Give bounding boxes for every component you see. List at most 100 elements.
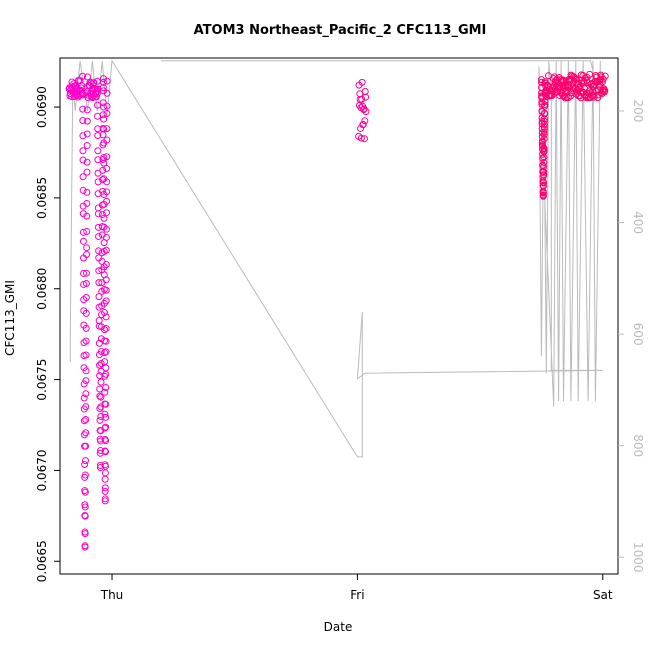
data-point [572, 75, 580, 83]
data-point [96, 392, 104, 400]
data-point [83, 227, 91, 235]
data-point [100, 125, 108, 133]
data-point [101, 487, 109, 495]
data-point [83, 117, 91, 125]
data-point [540, 179, 548, 187]
data-point [93, 101, 101, 109]
data-point [80, 339, 88, 347]
data-point [102, 413, 110, 421]
data-point [94, 147, 102, 155]
data-point [540, 171, 548, 179]
data-point [83, 188, 91, 196]
data-point [82, 377, 90, 385]
data-point [82, 269, 90, 277]
data-point [598, 78, 606, 86]
data-point [102, 437, 110, 445]
data-point [357, 134, 365, 142]
data-point [597, 73, 605, 81]
data-point [95, 233, 103, 241]
data-point [97, 393, 105, 401]
y-axis-label: CFC113_GMI [3, 280, 17, 356]
data-point [101, 388, 109, 396]
data-point [94, 156, 102, 164]
right-y-tick-label: 200 [631, 100, 645, 123]
data-point [560, 92, 568, 100]
data-point [99, 99, 107, 107]
right-y-tick-label: 400 [631, 211, 645, 234]
right-y-tick-label: 1000 [631, 542, 645, 573]
data-point [95, 267, 103, 275]
data-point [95, 279, 103, 287]
data-point [102, 384, 110, 392]
data-point [79, 147, 87, 155]
data-point [539, 192, 547, 200]
data-point [361, 117, 369, 125]
data-point [81, 488, 89, 496]
data-point [540, 144, 548, 152]
data-point [101, 484, 109, 492]
data-point [358, 95, 366, 103]
data-point [80, 269, 88, 277]
data-point [594, 94, 602, 102]
data-point [79, 156, 87, 164]
chart-title: ATOM3 Northeast_Pacific_2 CFC113_GMI [194, 23, 487, 38]
data-point [540, 147, 548, 155]
right-y-tick-label: 600 [631, 323, 645, 346]
data-point [103, 125, 111, 133]
data-point [79, 132, 87, 140]
data-point [596, 76, 604, 84]
y-axis: 0.0665 0.0670 0.0675 0.0680 0.0685 0.0690 [35, 86, 60, 582]
data-point [539, 189, 547, 197]
data-point [78, 82, 86, 90]
data-point [540, 130, 548, 138]
data-point [83, 212, 91, 220]
right-y-tick-label: 800 [631, 434, 645, 457]
data-point [102, 324, 110, 332]
data-point [83, 158, 91, 166]
y-tick-label: 0.0685 [35, 177, 49, 219]
data-point [68, 78, 76, 86]
data-point [103, 197, 111, 205]
data-point [79, 228, 87, 236]
data-point [83, 168, 91, 176]
data-point [93, 90, 101, 98]
data-point [79, 72, 87, 80]
data-point [101, 462, 109, 470]
data-point [79, 105, 87, 113]
data-point [601, 72, 609, 80]
data-point [102, 348, 110, 356]
data-point [83, 130, 91, 138]
data-point [82, 416, 90, 423]
data-point [102, 276, 110, 284]
data-point [100, 214, 108, 222]
y-tick-label: 0.0690 [35, 86, 49, 128]
data-point [103, 136, 111, 144]
data-point [101, 495, 109, 503]
data-point [83, 250, 91, 258]
data-point [80, 417, 88, 425]
data-point [82, 429, 90, 437]
data-point [94, 132, 102, 140]
data-point [103, 110, 111, 118]
data-point [103, 153, 111, 161]
data-point [82, 337, 90, 345]
data-point [79, 186, 87, 194]
data-point [102, 261, 110, 269]
data-point [81, 471, 89, 479]
data-point [82, 324, 90, 332]
data-point [82, 351, 90, 359]
data-point [97, 348, 105, 356]
data-point [82, 442, 90, 450]
data-point [540, 125, 548, 133]
data-point [584, 79, 592, 87]
data-point [96, 461, 104, 469]
data-point [94, 112, 102, 120]
data-point [99, 124, 107, 132]
y-tick-label: 0.0670 [35, 449, 49, 491]
y-tick-label: 0.0665 [35, 540, 49, 582]
data-point [540, 128, 548, 136]
data-point [95, 317, 103, 325]
data-point [537, 76, 545, 84]
data-point [95, 293, 103, 301]
